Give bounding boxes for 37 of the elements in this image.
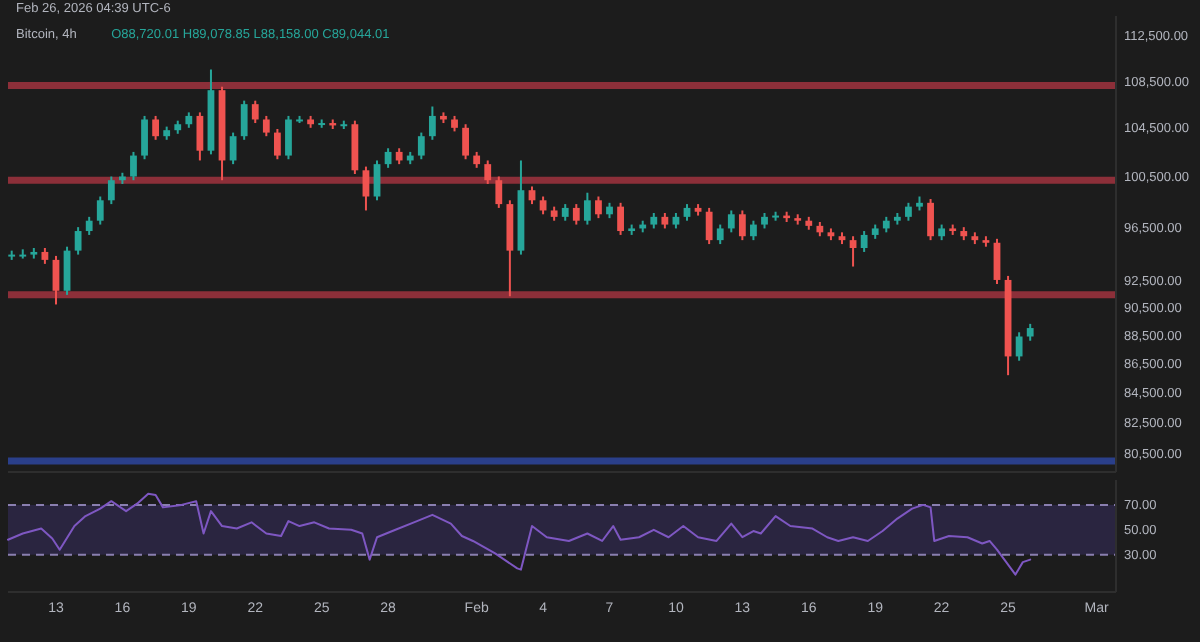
candlestick xyxy=(860,230,868,253)
candlestick xyxy=(229,131,237,166)
candlestick xyxy=(716,223,724,246)
candlestick xyxy=(417,131,425,161)
candlestick xyxy=(107,175,115,206)
candlestick xyxy=(74,226,82,256)
candlestick xyxy=(727,209,735,234)
candlestick xyxy=(495,175,503,209)
candlestick xyxy=(251,99,259,125)
candlestick xyxy=(351,119,359,176)
candlestick xyxy=(738,209,746,242)
candlestick xyxy=(617,201,624,236)
candlestick xyxy=(85,215,93,236)
candlestick xyxy=(428,105,436,141)
candlestick xyxy=(572,203,580,226)
candlestick xyxy=(362,165,370,212)
candlestick xyxy=(262,114,270,138)
candlestick xyxy=(705,206,713,246)
candlestick xyxy=(130,150,137,182)
candlestick xyxy=(373,159,381,202)
candlestick xyxy=(583,191,591,226)
candlestick xyxy=(141,114,148,161)
candlestick xyxy=(462,123,469,161)
candlestick xyxy=(750,219,757,242)
candlestick xyxy=(1015,331,1023,362)
candlestick xyxy=(273,128,281,161)
candlestick xyxy=(849,235,857,268)
candlestick xyxy=(927,198,934,242)
candlestick xyxy=(285,114,292,161)
line-series xyxy=(7,492,1032,576)
candlestick xyxy=(152,114,160,141)
candlestick xyxy=(240,99,248,141)
candlestick xyxy=(484,159,492,185)
candlestick xyxy=(196,111,204,162)
candlestick xyxy=(506,199,514,298)
candlestick xyxy=(96,195,104,226)
candlestick xyxy=(595,195,602,220)
